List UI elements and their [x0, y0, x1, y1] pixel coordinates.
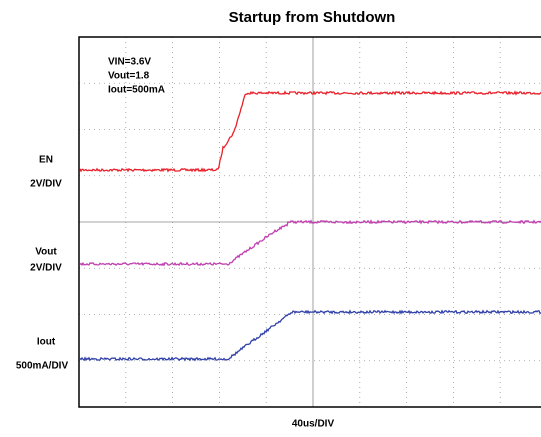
channel-scale: 500mA/DIV — [16, 361, 69, 372]
title: Startup from Shutdown — [229, 9, 396, 26]
condition: VIN=3.6V — [108, 57, 151, 68]
plot-frame — [78, 36, 541, 408]
iout-trace — [79, 309, 541, 362]
channel-scale: 2V/DIV — [30, 263, 62, 274]
channel-name: Vout — [35, 247, 57, 258]
timebase: 40us/DIV — [292, 419, 335, 430]
condition: Iout=500mA — [108, 85, 165, 96]
vout-trace — [79, 219, 541, 267]
channel-scale: 2V/DIV — [30, 179, 62, 190]
en-trace — [79, 90, 541, 173]
channel-name: Iout — [37, 337, 56, 348]
condition: Vout=1.8 — [108, 71, 150, 82]
channel-name: EN — [39, 155, 53, 166]
